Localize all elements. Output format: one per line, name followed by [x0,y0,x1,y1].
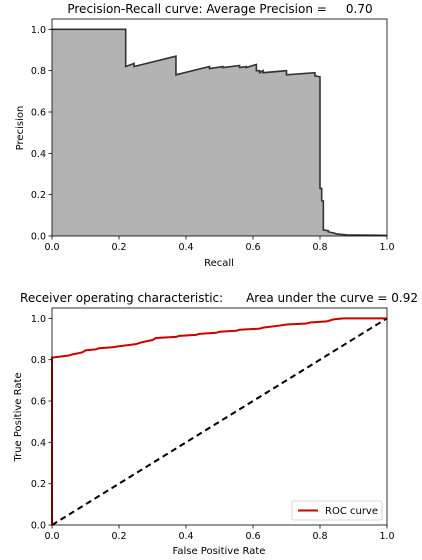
pr-x-tick-label: 1.0 [379,242,394,253]
pr-x-ticks: 0.0 0.2 0.4 0.6 0.8 1.0 [44,236,395,253]
roc-x-tick-label: 1.0 [379,531,394,542]
pr-x-tick-label: 0.8 [312,242,327,253]
roc-y-tick-label: 1.0 [31,314,46,325]
pr-y-tick-label: 0.2 [31,190,46,201]
pr-plot-frame [51,18,388,237]
pr-y-tick-label: 0.4 [31,149,46,160]
roc-x-tick-label: 0.6 [245,531,260,542]
pr-x-tick-label: 0.6 [245,242,260,253]
roc-y-tick-label: 0.2 [31,479,46,490]
roc-legend-box [291,500,383,521]
pr-x-tick-label: 0.4 [178,242,193,253]
pr-y-tick-label: 1.0 [31,25,46,36]
pr-x-tick-label: 0.2 [111,242,126,253]
roc-legend: ROC curve [291,500,383,521]
roc-y-tick-label: 0.4 [31,438,46,449]
pr-y-tick-label: 0.6 [31,108,46,119]
roc-plot-frame [51,307,388,526]
roc-x-ticks: 0.0 0.2 0.4 0.6 0.8 1.0 [44,525,395,542]
roc-diagonal-line [51,317,388,526]
pr-y-tick-label: 0.0 [31,232,46,243]
roc-y-tick-label: 0.8 [31,355,46,366]
roc-chart: Receiver operating characteristic: Area … [13,291,418,557]
roc-x-tick-label: 0.0 [44,531,59,542]
pr-y-tick-label: 0.8 [31,66,46,77]
roc-x-axis-label: False Positive Rate [173,546,266,557]
pr-x-tick-label: 0.0 [44,242,59,253]
roc-y-tick-label: 0.0 [31,521,46,532]
roc-y-ticks: 0.0 0.2 0.4 0.6 0.8 1.0 [31,314,52,532]
pr-title: Precision-Recall curve: Average Precisio… [67,2,372,16]
roc-curve-line [51,317,387,525]
pr-x-axis-label: Recall [204,258,234,269]
pr-y-axis-label: Precision [15,106,26,151]
roc-y-axis-label: True Positive Rate [13,372,24,462]
pr-chart: Precision-Recall curve: Average Precisio… [15,2,395,269]
pr-area-fill [52,29,387,236]
roc-y-tick-label: 0.6 [31,397,46,408]
pr-curve-line [52,28,388,237]
roc-title: Receiver operating characteristic: Area … [20,291,418,305]
roc-x-tick-label: 0.8 [312,531,327,542]
roc-x-tick-label: 0.2 [111,531,126,542]
pr-y-ticks: 0.0 0.2 0.4 0.6 0.8 1.0 [31,25,52,243]
roc-legend-label: ROC curve [325,506,378,517]
roc-x-tick-label: 0.4 [178,531,193,542]
